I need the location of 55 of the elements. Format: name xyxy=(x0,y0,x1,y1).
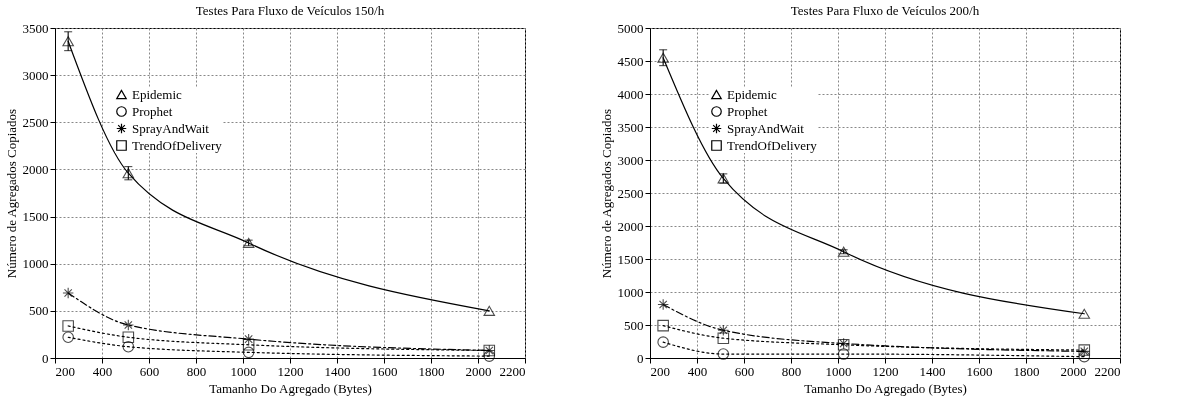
y-tick-label: 1500 xyxy=(22,209,49,225)
y-tick-label: 0 xyxy=(637,350,644,366)
x-tick-label: 2000 xyxy=(1060,363,1087,379)
x-tick-label: 1800 xyxy=(1013,363,1040,379)
x-tick-label: 800 xyxy=(186,363,207,379)
y-tick-label: 4500 xyxy=(617,53,644,69)
y-tick-label: 3000 xyxy=(22,67,49,83)
y-tick-label: 3000 xyxy=(617,152,644,168)
x-tick-label: 800 xyxy=(781,363,802,379)
y-tick-label: 0 xyxy=(42,350,49,366)
x-tick-label: 400 xyxy=(687,363,708,379)
legend-label: Prophet xyxy=(727,103,768,119)
y-tick-label: 5000 xyxy=(617,20,644,36)
x-tick-label: 600 xyxy=(139,363,160,379)
x-tick-label: 2000 xyxy=(465,363,492,379)
legend-label: SprayAndWait xyxy=(727,120,805,136)
x-tick-label: 1000 xyxy=(825,363,852,379)
y-tick-label: 1500 xyxy=(617,251,644,267)
legend-label: Prophet xyxy=(132,103,173,119)
legend-label: Epidemic xyxy=(727,86,778,102)
y-tick-label: 2000 xyxy=(22,161,49,177)
x-tick-label: 1000 xyxy=(230,363,257,379)
x-tick-label: 200 xyxy=(55,363,75,379)
y-tick-label: 500 xyxy=(29,303,49,319)
x-tick-label: 1400 xyxy=(324,363,351,379)
legend-label: TrendOfDelivery xyxy=(132,137,223,153)
y-tick-label: 3500 xyxy=(22,20,49,36)
x-tick-label: 2200 xyxy=(499,363,526,379)
x-tick-label: 2200 xyxy=(1094,363,1121,379)
y-tick-label: 2000 xyxy=(617,218,644,234)
legend-label: SprayAndWait xyxy=(132,120,210,136)
legend-label: TrendOfDelivery xyxy=(727,137,818,153)
x-tick-label: 1600 xyxy=(966,363,993,379)
chart-title: Testes Para Fluxo de Veículos 150/h xyxy=(195,3,385,18)
x-tick-label: 1200 xyxy=(872,363,899,379)
x-tick-label: 1400 xyxy=(919,363,946,379)
chart-title: Testes Para Fluxo de Veículos 200/h xyxy=(790,3,980,18)
y-axis-title: Número de Agregados Copiados xyxy=(3,108,19,279)
x-axis-title: Tamanho Do Agregado (Bytes) xyxy=(804,380,967,396)
y-tick-label: 2500 xyxy=(617,185,644,201)
y-tick-label: 1000 xyxy=(22,256,49,272)
y-tick-label: 3500 xyxy=(617,119,644,135)
y-tick-label: 1000 xyxy=(617,284,644,300)
x-tick-label: 1800 xyxy=(418,363,445,379)
x-axis-title: Tamanho Do Agregado (Bytes) xyxy=(209,380,372,396)
x-tick-label: 1600 xyxy=(371,363,398,379)
x-tick-label: 200 xyxy=(650,363,670,379)
y-tick-label: 2500 xyxy=(22,114,49,130)
x-tick-label: 600 xyxy=(734,363,755,379)
x-tick-label: 400 xyxy=(92,363,113,379)
legend-label: Epidemic xyxy=(132,86,183,102)
y-tick-label: 500 xyxy=(624,317,644,333)
y-tick-label: 4000 xyxy=(617,86,644,102)
y-axis-title: Número de Agregados Copiados xyxy=(598,108,614,279)
x-tick-label: 1200 xyxy=(277,363,304,379)
